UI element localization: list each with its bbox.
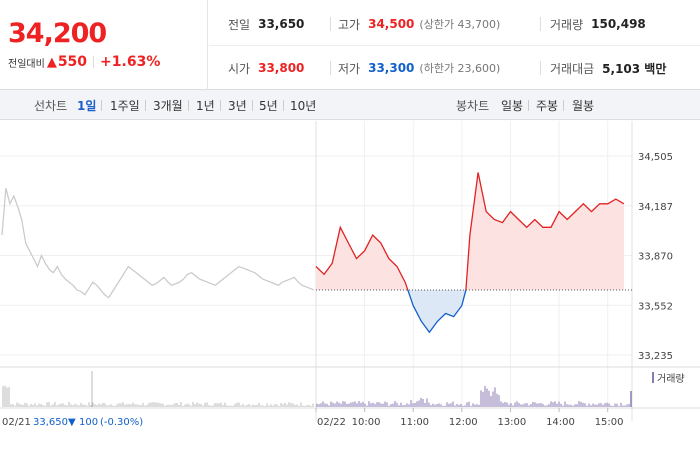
- divider: [330, 61, 331, 75]
- tab-candle-weekly[interactable]: 주봉: [536, 99, 559, 113]
- divider: [540, 61, 541, 75]
- stat-label: 전일: [228, 17, 251, 32]
- divider: [188, 100, 189, 111]
- candle-chart-label: 봉차트: [456, 99, 490, 113]
- prev-day-close: 33,650: [33, 417, 68, 428]
- divider: [145, 100, 146, 111]
- tab-period-10y[interactable]: 10년: [290, 99, 317, 113]
- volume-legend-label: 거래량: [657, 373, 685, 385]
- x-tick-label: 14:00: [546, 417, 575, 428]
- stat-value: 5,103 백만: [602, 61, 667, 76]
- tab-period-3m[interactable]: 3개월: [153, 99, 183, 113]
- y-tick-label: 34,187: [638, 202, 673, 213]
- y-tick-label: 33,235: [638, 351, 673, 362]
- stat-value: 33,650: [258, 17, 305, 31]
- down-arrow-icon: ▼: [68, 417, 76, 428]
- divider: [252, 100, 253, 111]
- tab-period-3y[interactable]: 3년: [228, 99, 247, 113]
- stat-prev-close: 전일 33,650: [228, 16, 304, 32]
- volume-bars: [2, 371, 632, 407]
- stat-label: 거래대금: [550, 61, 595, 76]
- stat-label: 저가: [338, 61, 361, 76]
- stat-low: 저가 33,300 (하한가 23,600): [338, 60, 500, 76]
- x-tick-label: 13:00: [497, 417, 526, 428]
- change-label: 전일대비: [8, 58, 45, 70]
- tab-period-1y[interactable]: 1년: [196, 99, 215, 113]
- prev-day-line: [1, 187, 315, 299]
- y-tick-label: 33,870: [638, 252, 673, 263]
- divider: [330, 17, 331, 31]
- current-price: 34,200: [8, 18, 107, 49]
- price-summary: 34,200 전일대비 ▲ 550 +1.63%: [0, 0, 208, 90]
- price-chart[interactable]: 34,505 34,187 33,870 33,552 33,235 02/22 10:0…: [0, 121, 700, 450]
- x-tick-label: 02/22: [317, 417, 346, 428]
- stat-label: 고가: [338, 17, 361, 32]
- divider: [209, 45, 700, 46]
- divider: [540, 17, 541, 31]
- divider: [283, 100, 284, 111]
- prev-day-series: [1, 187, 315, 299]
- tab-candle-monthly[interactable]: 월봉: [572, 99, 595, 113]
- prev-day-pct: (-0.30%): [100, 417, 143, 428]
- change-value: 550: [57, 54, 88, 70]
- divider: [220, 100, 221, 111]
- stat-value: 33,300: [368, 61, 415, 75]
- stat-amount: 거래대금 5,103 백만: [550, 60, 666, 76]
- divider: [563, 100, 564, 111]
- stat-sub: (하한가 23,600): [419, 62, 501, 75]
- today-series: [315, 172, 632, 334]
- y-axis: 34,505 34,187 33,870 33,552 33,235: [638, 152, 673, 362]
- x-tick-label: 11:00: [400, 417, 429, 428]
- x-tick-label: 10:00: [352, 417, 381, 428]
- divider: [528, 100, 529, 111]
- stat-high: 고가 34,500 (상한가 43,700): [338, 16, 500, 32]
- quote-header: 34,200 전일대비 ▲ 550 +1.63% 전일 33,650 고가 34…: [0, 0, 700, 90]
- stat-value: 33,800: [258, 61, 305, 75]
- stat-label: 시가: [228, 61, 251, 76]
- x-axis: 02/22 10:00 11:00 12:00 13:00 14:00 15:00: [315, 408, 624, 428]
- chart-period-bar: 선차트 1일 1주일 3개월 1년 3년 5년 10년 봉차트 일봉 주봉 월봉: [0, 90, 700, 120]
- prev-day-change: 100: [79, 417, 98, 428]
- stat-value: 150,498: [591, 17, 646, 31]
- tab-period-1d[interactable]: 1일: [77, 99, 97, 113]
- change-percent: +1.63%: [100, 54, 161, 70]
- stat-volume: 거래량 150,498: [550, 16, 646, 32]
- y-tick-label: 34,505: [638, 152, 673, 163]
- stat-open: 시가 33,800: [228, 60, 304, 76]
- divider: [93, 56, 95, 68]
- tab-period-5y[interactable]: 5년: [259, 99, 278, 113]
- stat-value: 34,500: [368, 17, 415, 31]
- stat-sub: (상한가 43,700): [419, 18, 501, 31]
- chart-grid: [0, 121, 700, 421]
- tab-candle-daily[interactable]: 일봉: [501, 99, 524, 113]
- up-arrow-icon: ▲: [46, 54, 57, 70]
- stat-label: 거래량: [550, 17, 584, 32]
- volume-legend-swatch: [652, 372, 654, 383]
- tab-period-1w[interactable]: 1주일: [110, 99, 140, 113]
- divider: [101, 100, 102, 111]
- x-tick-label: 12:00: [449, 417, 478, 428]
- line-chart-label: 선차트: [34, 99, 68, 113]
- change-row: 전일대비 ▲ 550 +1.63%: [8, 54, 160, 70]
- prev-day-date: 02/21: [2, 417, 31, 428]
- x-tick-label: 15:00: [595, 417, 624, 428]
- up-area: [316, 172, 624, 290]
- today-line-up: [315, 172, 625, 290]
- y-tick-label: 33,552: [638, 301, 673, 312]
